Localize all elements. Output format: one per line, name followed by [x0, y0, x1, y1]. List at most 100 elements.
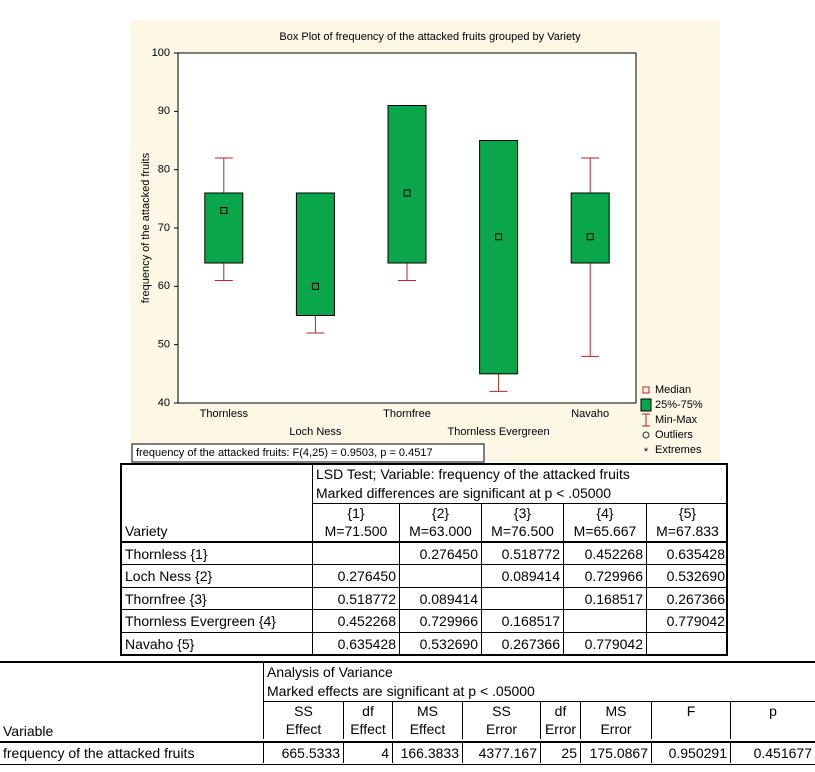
- table-cell: 0.635428: [646, 541, 728, 564]
- table-cell: 0.089414: [399, 586, 481, 610]
- y-tick-label: 50: [158, 339, 170, 351]
- row-label: Thornfree {3}: [122, 586, 312, 610]
- table-title: Marked effects are significant at p < .0…: [263, 682, 815, 701]
- table-cell: 0.089414: [481, 563, 563, 587]
- column-header: SS: [263, 701, 343, 720]
- table-cell: 0.518772: [481, 541, 563, 564]
- median-marker: [220, 207, 228, 214]
- y-axis-label: frequency of the attacked fruits: [140, 152, 152, 303]
- table-cell: 0.779042: [563, 632, 646, 655]
- column-header-blank: [730, 720, 815, 739]
- row-label: Thornless {1}: [122, 541, 312, 564]
- median-marker: [403, 189, 411, 197]
- legend-symbol: [642, 386, 650, 394]
- column-header: F: [651, 701, 730, 720]
- column-header: MS: [580, 701, 651, 720]
- table-cell: 0.635428: [312, 632, 399, 655]
- median-marker: [586, 233, 594, 241]
- table-cell: [399, 563, 481, 587]
- legend-label: 25%-75%: [655, 399, 703, 411]
- column-header: SS: [462, 701, 540, 720]
- column-header: df: [343, 701, 392, 720]
- x-tick-label: Navaho: [571, 408, 609, 420]
- row-label: Thornless Evergreen {4}: [122, 609, 312, 632]
- column-mean: M=76.500: [481, 522, 563, 541]
- column-header: MS: [392, 701, 462, 720]
- table-cell: 0.729966: [399, 609, 481, 633]
- table-cell: 0.729966: [563, 563, 646, 587]
- column-header: p: [730, 701, 815, 720]
- annotation: frequency of the attacked fruits: F(4,25…: [136, 447, 433, 459]
- x-tick-label: Thornless Evergreen: [448, 426, 550, 438]
- column-id: {5}: [646, 503, 728, 522]
- table-cell: 0.168517: [481, 609, 563, 633]
- table-cell: 0.267366: [481, 632, 563, 655]
- column-header-blank: [651, 720, 730, 739]
- table-title: Analysis of Variance: [263, 663, 815, 682]
- column-mean: M=65.667: [563, 522, 646, 541]
- row-header: Variety: [125, 523, 168, 539]
- box: [295, 192, 335, 316]
- table-cell: [563, 609, 646, 633]
- row-header: Variable: [3, 723, 54, 739]
- table-cell: [646, 632, 728, 655]
- row-label: frequency of the attacked fruits: [0, 741, 263, 763]
- legend-symbol: [640, 398, 652, 412]
- table-cell: 0.452268: [312, 609, 399, 633]
- table-cell: 0.451677: [730, 741, 815, 763]
- table-cell: 25: [540, 741, 580, 763]
- table-cell: 0.950291: [651, 741, 730, 763]
- table-cell: [481, 586, 563, 610]
- y-tick-label: 40: [158, 397, 170, 409]
- y-tick-label: 100: [152, 47, 170, 59]
- column-mean: M=67.833: [646, 522, 728, 541]
- legend-label: Min-Max: [655, 414, 698, 426]
- x-tick-label: Thornless: [200, 408, 249, 420]
- chart-title: Box Plot of frequency of the attacked fr…: [279, 31, 581, 43]
- table-cell: 175.0867: [580, 741, 651, 763]
- table-cell: 665.5333: [263, 741, 343, 763]
- table-cell: 0.532690: [399, 632, 481, 655]
- column-mean: M=71.500: [312, 522, 399, 541]
- anova-table: Analysis of Variance Marked effects are s…: [0, 661, 815, 765]
- row-label: Navaho {5}: [122, 632, 312, 655]
- table-cell: 0.532690: [646, 563, 728, 587]
- legend-symbol: [642, 431, 650, 439]
- median-marker: [311, 282, 319, 290]
- column-mean: M=63.000: [399, 522, 481, 541]
- table-title: LSD Test; Variable: frequency of the att…: [312, 465, 728, 484]
- x-tick-label: Thornfree: [383, 408, 431, 420]
- table-cell: 0.779042: [646, 609, 728, 633]
- chart: Box Plot of frequency of the attacked fr…: [130, 20, 720, 463]
- column-header: df: [540, 701, 580, 720]
- row-label: Loch Ness {2}: [122, 563, 312, 587]
- table-cell: 0.168517: [563, 586, 646, 610]
- box: [479, 140, 519, 375]
- legend-label: Outliers: [655, 429, 693, 441]
- column-header: Effect: [392, 720, 462, 739]
- column-header: Effect: [343, 720, 392, 739]
- column-header: Effect: [263, 720, 343, 739]
- table-cell: 0.276450: [399, 541, 481, 564]
- column-id: {4}: [563, 503, 646, 522]
- box: [204, 192, 244, 264]
- table-cell: 0.452268: [563, 541, 646, 564]
- legend-label: Extremes: [655, 444, 702, 456]
- table-cell: 0.518772: [312, 586, 399, 610]
- legend-label: Median: [655, 384, 691, 396]
- column-header: Error: [580, 720, 651, 739]
- annotation-box: [131, 443, 485, 463]
- table-cell: [312, 541, 399, 564]
- median-marker: [495, 233, 503, 241]
- y-tick-label: 70: [158, 222, 170, 234]
- box: [570, 192, 610, 264]
- column-header: Error: [462, 720, 540, 739]
- y-tick-label: 60: [158, 280, 170, 292]
- legend-symbol: *: [644, 446, 649, 458]
- table-title: Marked differences are significant at p …: [312, 484, 728, 503]
- box: [387, 105, 427, 264]
- table-cell: 4377.167: [462, 741, 540, 763]
- column-id: {2}: [399, 503, 481, 522]
- table-cell: 0.276450: [312, 563, 399, 587]
- table-cell: 4: [343, 741, 392, 763]
